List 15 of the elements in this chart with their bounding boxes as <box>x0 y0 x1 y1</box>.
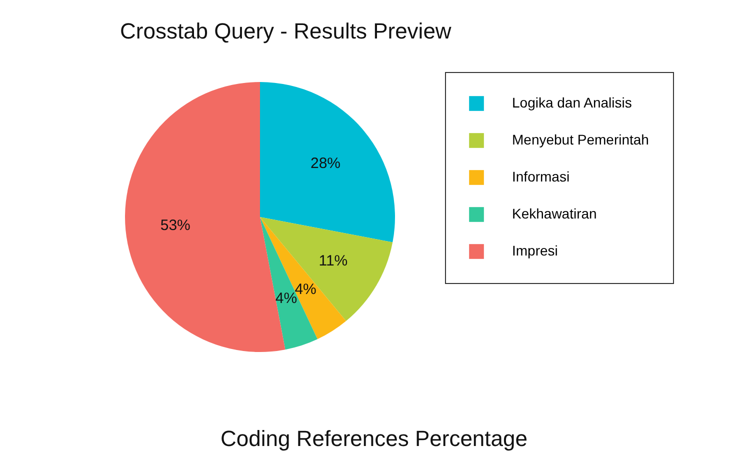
legend-label: Menyebut Pemerintah <box>512 132 649 148</box>
legend-label: Impresi <box>512 242 558 258</box>
text: Coding References Percentage <box>220 426 528 452</box>
pie-slice <box>260 82 395 242</box>
pie-slice <box>260 217 318 350</box>
data-label: 53% <box>160 217 190 234</box>
data-label: 11% <box>318 252 348 270</box>
legend-label: Informasi <box>512 168 570 184</box>
data-label: 4% <box>294 280 316 298</box>
chart-title: Crosstab Query - Results Preview <box>120 18 452 44</box>
pie-slice <box>260 217 346 340</box>
legend-label: Logika dan Analisis <box>512 94 632 110</box>
pie-slice <box>260 217 393 322</box>
legend-label: Kekhawatiran <box>512 206 597 222</box>
data-label: 28% <box>310 154 341 172</box>
